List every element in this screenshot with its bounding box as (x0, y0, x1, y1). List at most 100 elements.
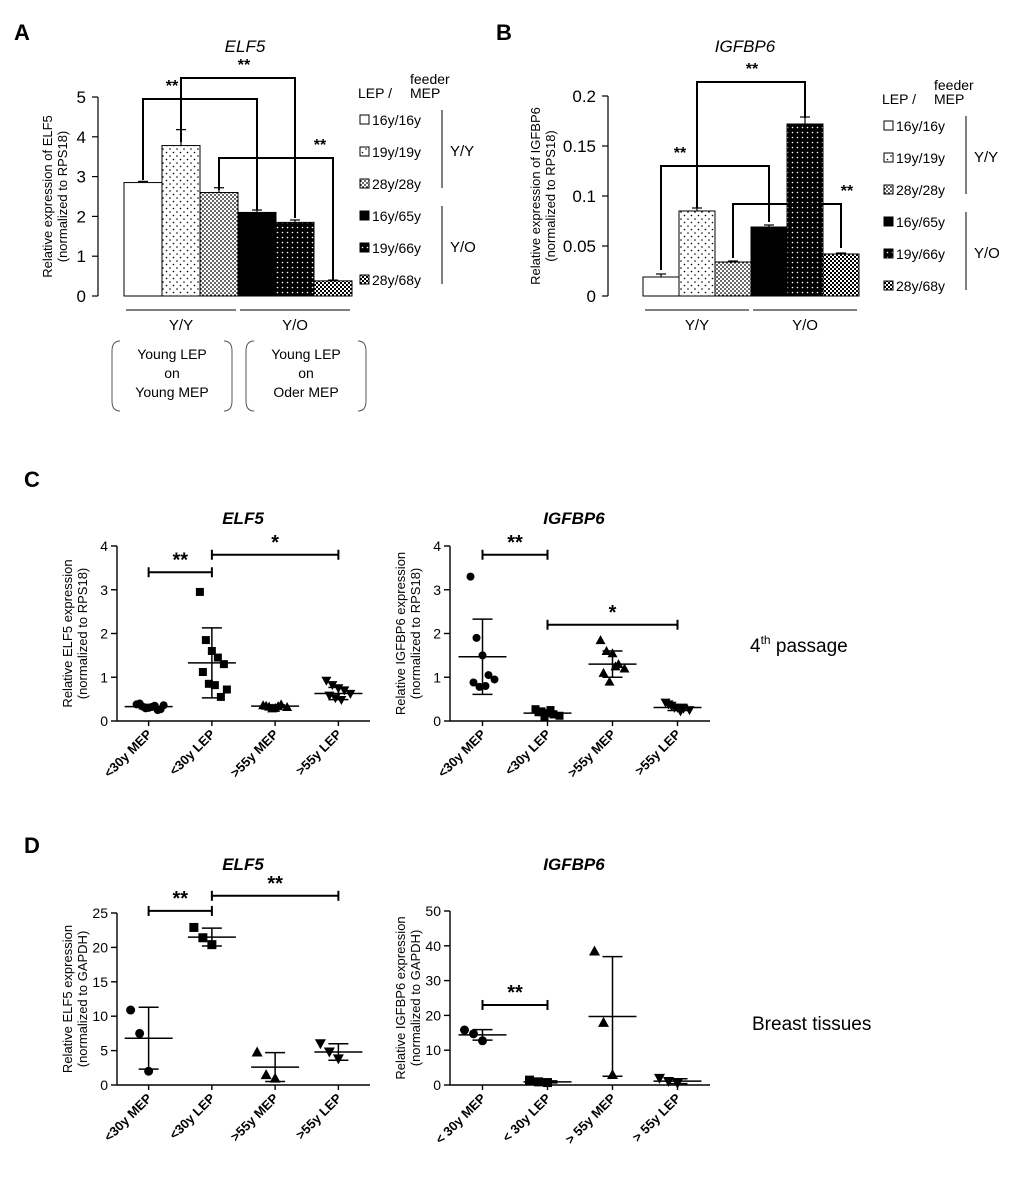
y-tick-label: 20 (92, 939, 108, 955)
data-point (219, 660, 228, 669)
y-tick-label: 4 (100, 538, 108, 554)
y-tick-label: 1 (100, 669, 108, 685)
significance-label: ** (507, 982, 523, 1004)
y-tick-label: 0 (77, 287, 86, 306)
y-axis-label-line-0: Relative ELF5 expression (60, 559, 75, 707)
data-point (213, 653, 222, 662)
significance-label: ** (172, 549, 188, 571)
data-point (484, 671, 493, 680)
y-tick-label: 50 (425, 903, 441, 919)
legend-swatch (359, 274, 370, 285)
side-label-4th-sup: th (761, 633, 771, 647)
data-point (251, 1046, 263, 1057)
y-tick-label: 0.15 (563, 137, 596, 156)
data-point (684, 706, 695, 716)
data-point (135, 699, 144, 708)
bar-28y-28y (199, 192, 239, 297)
y-tick-label: 2 (433, 626, 441, 642)
legend-swatch (883, 248, 894, 259)
data-point (339, 686, 350, 696)
chart-title: ELF5 (222, 855, 264, 874)
bar-28y-28y (714, 261, 752, 297)
y-tick-label: 2 (77, 207, 86, 226)
group-box-left-brace (111, 340, 121, 412)
data-point (546, 706, 555, 715)
y-axis-label-line-0: Relative expression of ELF5 (40, 115, 55, 278)
legend-group-label: Y/O (974, 245, 1000, 262)
group-box-right-brace (357, 340, 367, 412)
legend-entry: 19y/19y (372, 144, 421, 160)
bar-28y-68y (313, 280, 353, 297)
chart-title: IGFBP6 (715, 37, 776, 56)
data-point (189, 922, 199, 932)
y-tick-label: 15 (92, 974, 108, 990)
y-tick-label: 20 (425, 1007, 441, 1023)
y-axis-label-line-1: (normalized to RPS18) (75, 568, 90, 700)
significance-label: ** (746, 61, 759, 78)
legend-swatch (359, 178, 370, 189)
data-point (595, 635, 606, 645)
x-tick-label: >55y MEP (227, 726, 281, 780)
legend-swatch (359, 114, 370, 125)
data-point (469, 678, 478, 687)
side-label-4th-base: 4 (750, 636, 761, 657)
y-axis-label: Relative expression of IGFBP6(normalized… (528, 107, 558, 285)
legend-entry: 28y/28y (372, 176, 421, 192)
y-axis-label-line-1: (normalized to GAPDH) (75, 931, 90, 1068)
bar-28y-68y (822, 253, 860, 297)
legend-group-label: Y/Y (974, 149, 998, 166)
legend-swatch (883, 152, 894, 163)
y-tick-label: 0 (433, 713, 441, 729)
data-point (540, 712, 549, 721)
bar-19y-66y (275, 221, 315, 297)
y-tick-label: 5 (100, 1043, 108, 1059)
y-tick-label: 10 (92, 1008, 108, 1024)
x-tick-label: >55y LEP (293, 726, 345, 778)
panel-label-c: C (24, 467, 40, 492)
chart-c-igfbp6-scatter: IGFBP6 0 1 2 3 4 Relative IGFBP6 expression(no… (393, 509, 710, 780)
significance-bracket (218, 157, 334, 280)
y-tick-label: 3 (100, 582, 108, 598)
y-axis-label-line-0: Relative IGFBP6 expression (393, 916, 408, 1079)
significance-label: * (271, 532, 279, 554)
data-point (195, 587, 204, 596)
legend-swatch (359, 242, 370, 253)
x-tick-label: <30y MEP (435, 726, 489, 780)
y-axis-label: Relative expression of ELF5(normalized t… (40, 115, 70, 278)
x-tick-label: >55y MEP (565, 726, 619, 780)
data-point (314, 1039, 326, 1050)
significance-label: ** (314, 137, 327, 154)
data-point (555, 711, 564, 720)
legend-header-feeder: feeder (934, 77, 974, 93)
legend-header-lep: LEP / (358, 85, 392, 101)
x-tick-label: <30y MEP (101, 1090, 155, 1144)
legend-entry: 16y/65y (372, 208, 421, 224)
group-box-left-brace (245, 340, 255, 412)
data-point (260, 1069, 272, 1080)
legend-swatch (883, 280, 894, 291)
data-point (126, 1005, 136, 1015)
legend-swatch (883, 184, 894, 195)
group-label: Y/Y (169, 317, 193, 334)
bar-16y-16y (642, 276, 680, 297)
y-tick-label: 10 (425, 1042, 441, 1058)
group-box-text: Oder MEP (273, 384, 338, 400)
y-tick-label: 0 (100, 713, 108, 729)
y-tick-label: 0 (433, 1077, 441, 1093)
data-point (598, 1016, 609, 1027)
significance-label: ** (507, 532, 523, 554)
y-axis-label-line-1: (normalized to RPS18) (55, 131, 70, 263)
significance-bracket (180, 77, 296, 218)
y-tick-label: 4 (433, 538, 441, 554)
chart-b-igfbp6-bars: IGFBP6 0 0.05 0.1 0.15 0.2 Relative expression… (528, 37, 1000, 334)
data-point (222, 685, 231, 694)
side-label-4th-rest: passage (771, 636, 848, 657)
chart-title: ELF5 (225, 37, 266, 56)
legend-header-feeder: feeder (410, 71, 450, 87)
data-point (135, 1028, 145, 1038)
legend-swatch (359, 146, 370, 157)
group-box-text: on (164, 365, 180, 381)
significance-label: ** (166, 78, 179, 95)
